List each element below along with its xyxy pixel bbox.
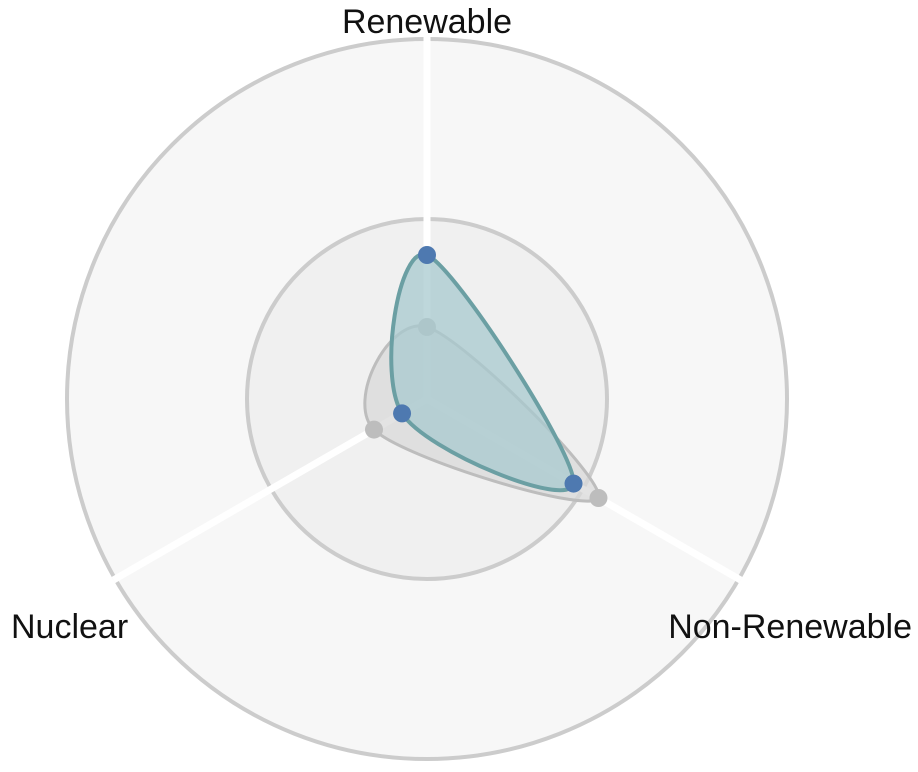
series-0-point-nuclear xyxy=(365,420,383,439)
series-layer xyxy=(363,246,608,507)
series-1-point-nuclear xyxy=(393,404,412,423)
axis-label-nuclear: Nuclear xyxy=(11,608,128,646)
axis-label-renewable: Renewable xyxy=(342,3,512,41)
series-1-point-renewable xyxy=(418,246,436,264)
axis-label-non-renewable: Non-Renewable xyxy=(668,608,912,646)
series-1-point-non-renewable xyxy=(564,474,583,493)
series-1 xyxy=(389,246,583,493)
series-1-area xyxy=(389,252,576,493)
series-0-point-non-renewable xyxy=(589,489,608,507)
